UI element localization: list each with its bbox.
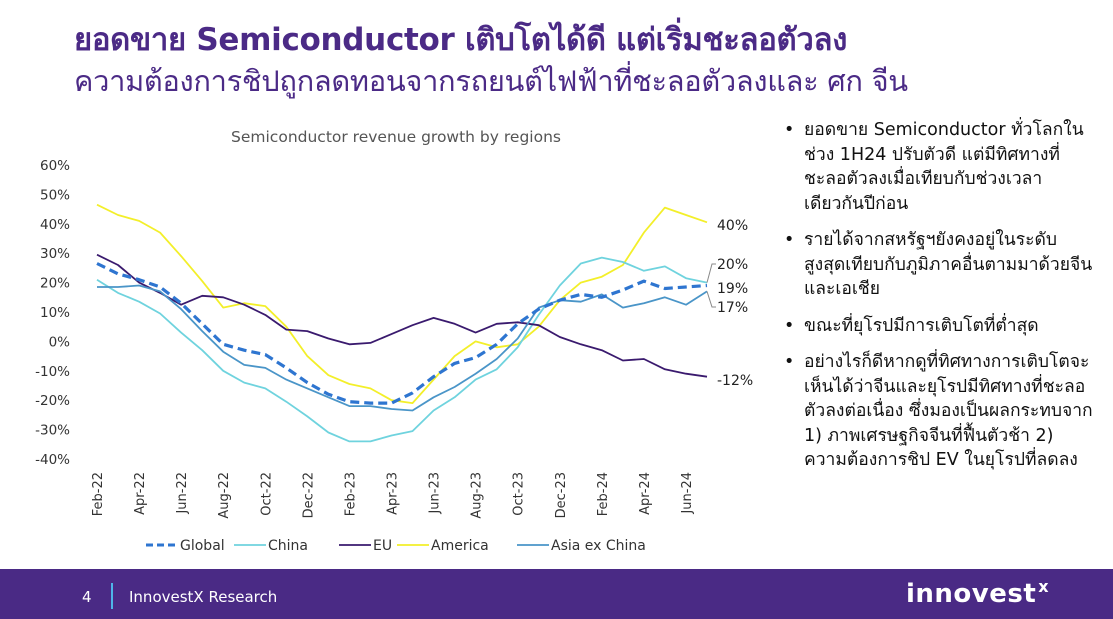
bullet-item: รายได้จากสหรัฐฯยังคงอยู่ในระดับสูงสุดเที…: [784, 228, 1094, 302]
end-label-leader: [706, 291, 716, 308]
bullet-item: ขณะที่ยุโรปมีการเติบโตที่ต่ำสุด: [784, 314, 1094, 339]
legend-label: America: [431, 538, 489, 554]
innovestx-logo: innovest x: [906, 577, 1050, 609]
series-line-eu: [96, 253, 708, 378]
x-tick-label: Dec-22: [301, 472, 316, 518]
y-tick-label: 50%: [40, 187, 70, 203]
legend-label: China: [268, 538, 308, 554]
legend-label: EU: [373, 538, 392, 554]
y-tick-label: 60%: [40, 158, 70, 174]
y-tick-label: 20%: [40, 276, 70, 292]
bullet-item: อย่างไรก็ดีหากดูที่ทิศทางการเติบโตจะเห็น…: [784, 350, 1094, 473]
end-label: 17%: [717, 300, 748, 316]
x-tick-label: Aug-22: [217, 472, 232, 519]
chart-title: Semiconductor revenue growth by regions: [231, 128, 561, 146]
x-tick-label: Feb-22: [91, 472, 106, 516]
x-tick-label: Feb-24: [596, 472, 611, 516]
end-label: 40%: [717, 218, 748, 234]
x-tick-label: Dec-23: [554, 472, 569, 518]
x-tick-label: Oct-22: [259, 472, 274, 516]
x-tick-label: Apr-24: [638, 472, 653, 515]
y-tick-label: -10%: [35, 364, 70, 380]
y-tick-label: -30%: [35, 423, 70, 439]
y-tick-label: 0%: [49, 334, 71, 350]
end-label-leader: [706, 263, 716, 283]
x-tick-label: Jun-22: [175, 472, 190, 515]
end-label: 19%: [717, 281, 748, 297]
x-tick-label: Feb-23: [343, 472, 358, 516]
legend-label: Global: [180, 538, 225, 554]
series-line-asia-ex-china: [97, 284, 708, 412]
x-tick-label: Aug-23: [470, 472, 485, 519]
logo-text: innovest: [906, 579, 1037, 609]
series-line-america: [96, 203, 708, 405]
bullet-list: ยอดขาย Semiconductor ทั่วโลกในช่วง 1H24 …: [784, 118, 1094, 485]
page-number: 4: [82, 588, 92, 606]
x-tick-label: Apr-22: [133, 472, 148, 515]
logo-mark: x: [1038, 577, 1050, 596]
y-tick-label: -40%: [35, 452, 70, 468]
revenue-growth-chart: Semiconductor revenue growth by regions …: [35, 128, 753, 554]
series-line-china: [96, 256, 708, 443]
x-tick-label: Jun-24: [680, 472, 695, 515]
legend-label: Asia ex China: [551, 538, 646, 554]
end-label: -12%: [717, 373, 753, 389]
series-line-global: [96, 262, 708, 405]
slide-title: ยอดขาย Semiconductor เติบโตได้ดี แต่เริ่…: [74, 22, 848, 58]
y-tick-label: 10%: [40, 305, 70, 321]
x-tick-label: Jun-23: [428, 472, 443, 515]
footer-divider: [111, 583, 113, 609]
y-tick-label: 30%: [40, 246, 70, 262]
y-tick-label: 40%: [40, 217, 70, 233]
x-tick-label: Oct-23: [512, 472, 527, 516]
y-tick-label: -20%: [35, 393, 70, 409]
x-tick-label: Apr-23: [385, 472, 400, 515]
end-label: 20%: [717, 257, 748, 273]
slide-subtitle: ความต้องการชิปถูกลดทอนจากรถยนต์ไฟฟ้าที่ช…: [74, 64, 908, 98]
footer-brand: InnovestX Research: [129, 588, 278, 606]
bullet-item: ยอดขาย Semiconductor ทั่วโลกในช่วง 1H24 …: [784, 118, 1094, 216]
footer-bar: 4 InnovestX Research innovest x: [0, 569, 1113, 619]
